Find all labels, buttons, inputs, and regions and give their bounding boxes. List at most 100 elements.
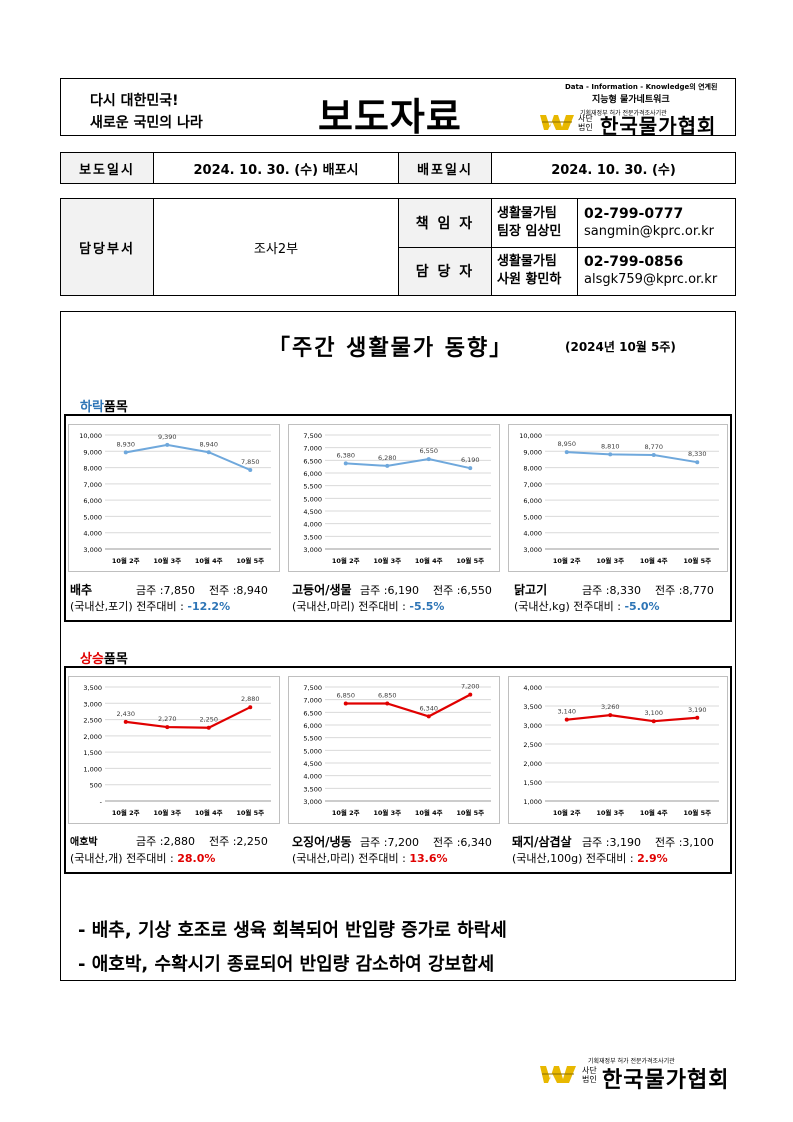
y-tick-label: 8,000 <box>83 465 102 473</box>
y-tick-label: 4,000 <box>303 773 322 781</box>
report-date-label: 보도일시 <box>60 152 154 184</box>
data-label: 2,880 <box>241 695 260 703</box>
data-point <box>695 715 700 720</box>
chart-box-chicken: 3,000 4,000 5,000 6,000 7,000 8,000 9,000 10,00… <box>508 424 728 572</box>
y-tick-label: 1,000 <box>83 765 102 773</box>
dept-label: 담당부서 <box>60 198 154 296</box>
line-chart-pork: 1,000 1,500 2,000 2,500 3,000 3,500 4,000 10월 2… <box>523 684 719 817</box>
dist-date-value: 2024. 10. 30. (수) <box>491 152 736 184</box>
manager-person: 팀장 임상민 <box>497 223 562 239</box>
x-tick-label: 10월 2주 <box>553 808 581 817</box>
rising-label-rest: 품목 <box>103 652 128 667</box>
line-chart-cabbage: 3,000 4,000 5,000 6,000 7,000 8,000 9,000 10,00… <box>79 432 271 565</box>
main-subtitle: (2024년 10월 5주) <box>565 340 676 354</box>
data-label: 8,950 <box>557 440 576 448</box>
wow-change: -5.0% <box>624 600 660 613</box>
y-tick-label: 3,500 <box>523 703 542 711</box>
org-logo-footer: 기획재정부 허가 전문가격조사기관 사단법인 한국물가협회 <box>540 1056 740 1093</box>
staff-team: 생활물가팀 <box>497 254 557 270</box>
x-tick-label: 10월 5주 <box>683 808 711 817</box>
summary-bullet-1: - 배추, 기상 호조로 생육 회복되어 반입량 증가로 하락세 <box>78 920 507 941</box>
y-tick-label: 1,500 <box>523 779 542 787</box>
summary-bullet-2: - 애호박, 수확시기 종료되어 반입량 감소하여 강보합세 <box>78 954 495 975</box>
footer-org-note: 기획재정부 허가 전문가격조사기관 <box>588 1058 675 1065</box>
manager-team: 생활물가팀 <box>497 205 557 221</box>
y-tick-label: 5,500 <box>303 735 322 743</box>
rising-label-colored: 상승 <box>80 652 104 667</box>
info-mackerel: 고등어/생물 금주 :6,190 전주 :6,550 (국내산,마리) 전주대비 … <box>292 583 492 613</box>
y-tick-label: 7,000 <box>303 445 322 453</box>
manager-phone: 02-799-0777 <box>584 205 684 222</box>
org-name: 한국물가협회 <box>600 114 717 138</box>
release-date-table: 보도일시 2024. 10. 30. (수) 배포시 배포일시 2024. 10… <box>60 152 736 184</box>
data-point <box>165 442 170 447</box>
data-point <box>385 701 390 706</box>
y-tick-label: 500 <box>90 782 102 790</box>
y-tick-label: 3,000 <box>303 546 322 554</box>
data-point <box>385 463 390 468</box>
x-tick-label: 10월 3주 <box>153 556 181 565</box>
y-tick-label: 4,000 <box>303 521 322 529</box>
x-tick-label: 10월 5주 <box>236 556 264 565</box>
staff-person: 사원 황민하 <box>497 272 562 288</box>
press-release-title: 보도자료 <box>318 95 462 139</box>
data-label: 6,850 <box>336 691 355 699</box>
staff-phone: 02-799-0856 <box>584 254 684 271</box>
line-chart-mackerel: 3,000 3,500 4,000 4,500 5,000 5,500 6,000 6,500… <box>303 432 491 565</box>
slogan-line2: 새로운 국민의 나라 <box>90 115 203 131</box>
footer-org-prefix: 사단법인 <box>582 1066 597 1084</box>
data-point <box>206 725 211 730</box>
dist-date-label: 배포일시 <box>398 152 492 184</box>
data-label: 2,270 <box>158 715 177 723</box>
data-label: 9,390 <box>158 433 177 441</box>
x-tick-label: 10월 4주 <box>415 808 443 817</box>
this-week-price: 3,190 <box>609 836 641 849</box>
item-unit: (국내산,100g) <box>512 852 583 865</box>
y-tick-label: 4,000 <box>523 684 542 692</box>
y-tick-label: 3,000 <box>83 700 102 708</box>
staff-email[interactable]: alsgk759@kprc.or.kr <box>584 272 718 288</box>
y-tick-label: 5,000 <box>303 747 322 755</box>
manager-email[interactable]: sangmin@kprc.or.kr <box>584 223 714 239</box>
x-tick-label: 10월 2주 <box>332 556 360 565</box>
item-unit: (국내산,마리) <box>292 600 355 613</box>
y-tick-label: 6,000 <box>83 497 102 505</box>
item-unit: (국내산,마리) <box>292 852 355 865</box>
y-tick-label: 4,500 <box>303 760 322 768</box>
y-tick-label: 3,000 <box>523 722 542 730</box>
y-tick-label: 6,000 <box>523 497 542 505</box>
data-label: 6,550 <box>419 447 438 455</box>
item-name: 애호박 <box>70 837 98 848</box>
staff-role: 담 당 자 <box>398 246 492 296</box>
chart-box-zucchini: - 500 1,000 1,500 2,000 2,500 3,000 3,500 10월 2주… <box>68 676 280 824</box>
y-tick-label: 6,500 <box>303 457 322 465</box>
org-note: 기획재정부 허가 전문가격조사기관 <box>580 110 667 117</box>
last-week-price: 8,770 <box>682 584 714 597</box>
falling-label-colored: 하락 <box>80 400 104 415</box>
data-point <box>651 719 656 724</box>
y-tick-label: 2,500 <box>83 717 102 725</box>
data-point <box>426 457 431 462</box>
data-label: 6,190 <box>461 456 480 464</box>
item-name: 고등어/생물 <box>292 583 352 597</box>
manager-role: 책 임 자 <box>398 198 492 248</box>
series-line <box>345 458 471 470</box>
item-name: 배추 <box>70 583 93 597</box>
tagline-bottom: 지능형 물가네트워크 <box>592 95 670 105</box>
y-tick-label: 3,500 <box>303 785 322 793</box>
y-tick-label: 2,000 <box>523 760 542 768</box>
y-tick-label: 9,000 <box>83 448 102 456</box>
wow-change: -5.5% <box>409 600 445 613</box>
wow-change: -12.2% <box>187 600 231 613</box>
this-week-price: 7,850 <box>163 584 195 597</box>
y-tick-label: 1,000 <box>523 798 542 806</box>
item-name: 오징어/냉동 <box>292 835 352 849</box>
x-tick-label: 10월 4주 <box>195 556 223 565</box>
series-line <box>125 443 251 471</box>
x-tick-label: 10월 3주 <box>596 556 624 565</box>
x-tick-label: 10월 3주 <box>373 808 401 817</box>
info-pork: 돼지/삼겹살 금주 :3,190 전주 :3,100 (국내산,100g) 전주대… <box>512 835 714 865</box>
y-tick-label: 4,000 <box>523 530 542 538</box>
x-tick-label: 10월 4주 <box>640 556 668 565</box>
slogan-line1: 다시 대한민국! <box>90 93 179 109</box>
